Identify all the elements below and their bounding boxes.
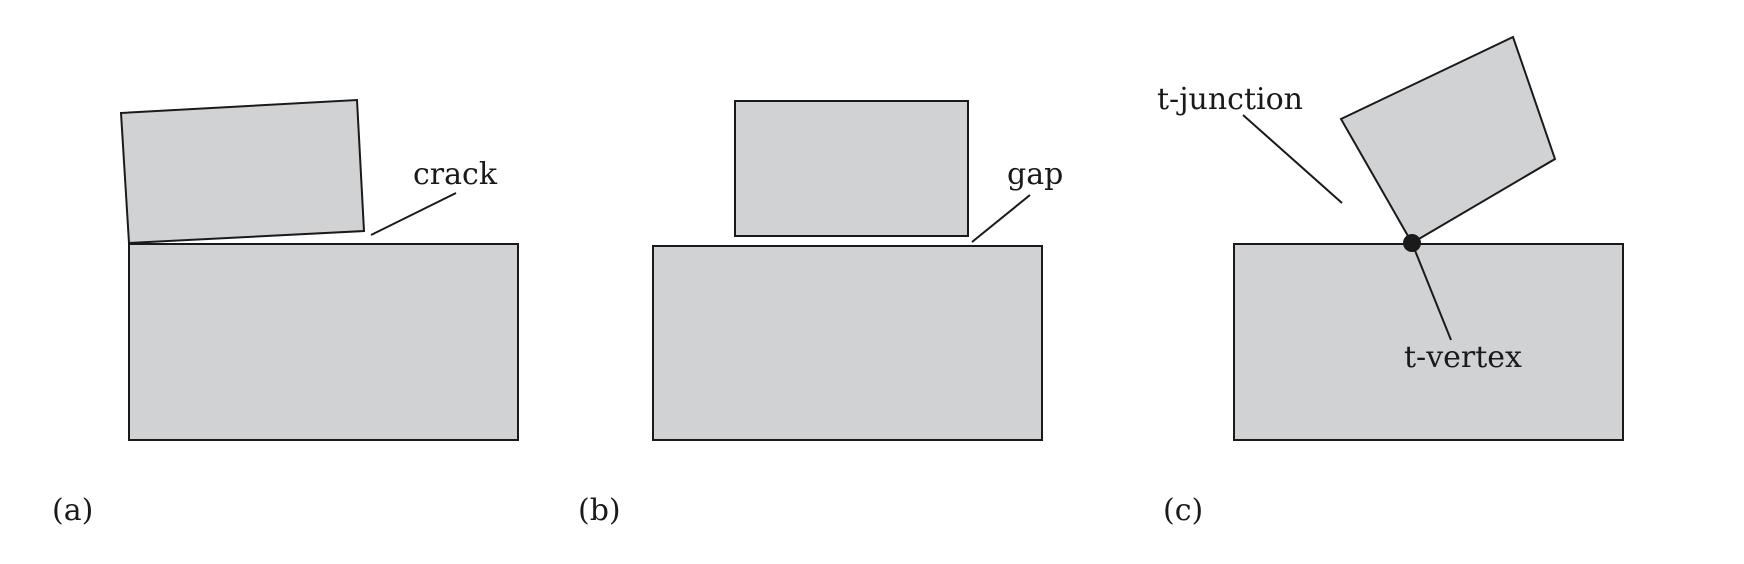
t-vertex-point <box>1403 234 1421 252</box>
t-junction-label: t-junction <box>1157 82 1303 117</box>
panel-c-rotated-block <box>1339 35 1557 245</box>
panel-a-caption: (a) <box>52 493 93 528</box>
panel-c: t-junction t-vertex (c) <box>1157 35 1624 528</box>
panel-c-caption: (c) <box>1163 493 1203 528</box>
t-junction-leader-line <box>1242 114 1343 204</box>
t-vertex-leader-line <box>1411 242 1452 341</box>
gap-leader-line <box>971 194 1031 243</box>
crack-leader-line <box>370 192 457 236</box>
panel-a-base-block <box>128 243 519 441</box>
gap-label: gap <box>1007 157 1063 192</box>
panel-b-caption: (b) <box>578 493 621 528</box>
panel-b-base-block <box>652 245 1043 441</box>
panel-b: gap (b) <box>578 100 1063 528</box>
panel-c-base-block <box>1233 243 1624 441</box>
t-vertex-label: t-vertex <box>1404 340 1522 375</box>
panel-b-top-block <box>734 100 969 237</box>
panel-a: crack (a) <box>52 98 519 528</box>
panel-a-tilted-block <box>119 98 366 245</box>
crack-label: crack <box>413 157 498 192</box>
